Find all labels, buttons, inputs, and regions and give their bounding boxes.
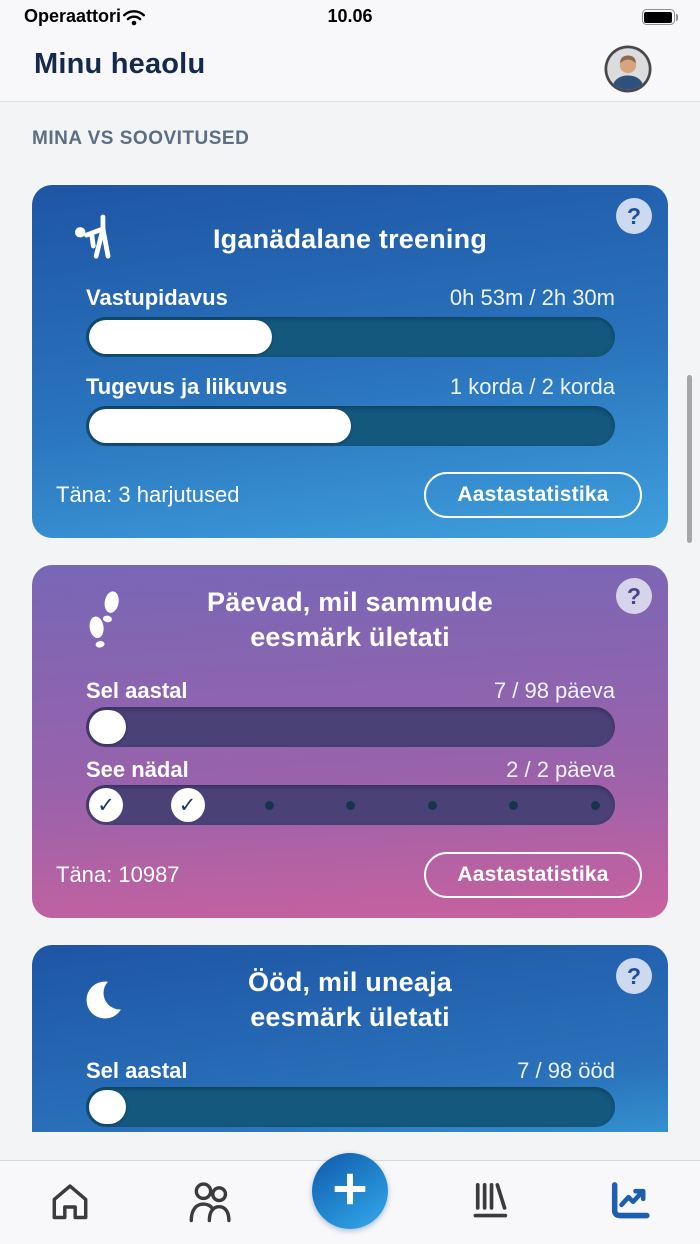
help-button[interactable]: ? (616, 198, 652, 234)
year-stats-button[interactable]: Aastastatistika (424, 852, 642, 898)
status-bar: Operaattori 10.06 (0, 0, 700, 34)
card-footer: Täna: 3 harjutused Aastastatistika (56, 472, 642, 518)
progress-track (86, 406, 615, 446)
people-icon (185, 1179, 235, 1228)
today-label: Täna: 3 harjutused (56, 482, 240, 507)
battery-icon (641, 9, 678, 25)
section-title: MINA VS SOOVITUSED (32, 128, 250, 149)
progress-fill (89, 409, 351, 443)
week-day-empty (497, 788, 531, 822)
tab-home[interactable] (30, 1175, 110, 1231)
metric-value: 2 / 2 päeva (506, 757, 615, 782)
library-icon (467, 1178, 513, 1229)
card-title: Iganädalane treening (212, 224, 488, 254)
progress-fill (89, 710, 126, 744)
help-button[interactable]: ? (616, 958, 652, 994)
tab-statistics[interactable] (590, 1175, 670, 1231)
card-title-line1: Ööd, mil uneaja (247, 967, 453, 997)
metric-row: Vastupidavus 0h 53m / 2h 30m (86, 285, 615, 311)
clock-label: 10.06 (327, 6, 373, 26)
metric-value: 7 / 98 päeva (493, 678, 615, 703)
progress-fill (89, 1090, 126, 1124)
exercise-person-icon (70, 213, 120, 268)
metric-row: Tugevus ja liikuvus 1 korda / 2 korda (86, 374, 615, 400)
week-day-empty (252, 788, 286, 822)
metric-label: Sel aastal (86, 678, 188, 703)
metric-label: Tugevus ja liikuvus (86, 374, 288, 399)
tab-community[interactable] (170, 1175, 250, 1231)
chart-trend-icon (607, 1178, 653, 1229)
metric-row: Sel aastal 7 / 98 ööd (86, 1058, 615, 1084)
today-label: Täna: 10987 (56, 862, 180, 887)
card-steps-goal: ? Päevad, mil sammude eesmärk ületati Se… (32, 565, 668, 918)
wifi-icon (122, 8, 146, 31)
tab-library[interactable] (450, 1175, 530, 1231)
help-button[interactable]: ? (616, 578, 652, 614)
card-title: Ööd, mil uneaja eesmärk ületati (127, 965, 573, 1035)
home-icon (48, 1179, 92, 1228)
week-day-empty (578, 788, 612, 822)
metric-label: See nädal (86, 757, 189, 782)
week-day-checked: ✓ (170, 788, 205, 822)
card-footer: Täna: 10987 Aastastatistika (56, 852, 642, 898)
card-title-line1: Päevad, mil sammude (207, 587, 493, 617)
carrier-label: Operaattori (24, 6, 122, 26)
metric-row: Sel aastal 7 / 98 päeva (86, 678, 615, 704)
metric-value: 7 / 98 ööd (517, 1058, 615, 1083)
card-sleep-goal: ? Ööd, mil uneaja eesmärk ületati Sel aa… (32, 945, 668, 1132)
progress-track (86, 707, 615, 747)
card-title-line2: eesmärk ületati (250, 622, 450, 652)
metric-value: 0h 53m / 2h 30m (449, 285, 615, 310)
avatar[interactable] (604, 45, 652, 93)
footsteps-icon (84, 587, 126, 660)
header: Minu heaolu (0, 34, 700, 102)
card-title-line2: eesmärk ületati (250, 1002, 450, 1032)
week-track: ✓ ✓ (86, 785, 615, 825)
scrollbar[interactable] (687, 375, 692, 543)
progress-track (86, 317, 615, 357)
metric-value: 1 korda / 2 korda (449, 374, 615, 399)
content-scroll: MINA VS SOOVITUSED ? Iganädalane treenin… (0, 103, 700, 1160)
moon-icon (80, 973, 132, 1030)
metric-label: Sel aastal (86, 1058, 188, 1083)
week-day-empty (334, 788, 368, 822)
progress-track (86, 1087, 615, 1127)
plus-icon (331, 1170, 369, 1213)
tab-add-button[interactable] (312, 1153, 388, 1229)
progress-fill (89, 320, 273, 354)
page-title: Minu heaolu (34, 48, 206, 80)
metric-row: See nädal 2 / 2 päeva (86, 757, 615, 783)
card-weekly-training: ? Iganädalane treening Vastupidavus 0h 5… (32, 185, 668, 538)
card-title: Päevad, mil sammude eesmärk ületati (127, 585, 573, 655)
week-day-empty (415, 788, 449, 822)
week-day-checked: ✓ (89, 788, 123, 822)
year-stats-button[interactable]: Aastastatistika (424, 472, 642, 518)
metric-label: Vastupidavus (86, 285, 228, 310)
